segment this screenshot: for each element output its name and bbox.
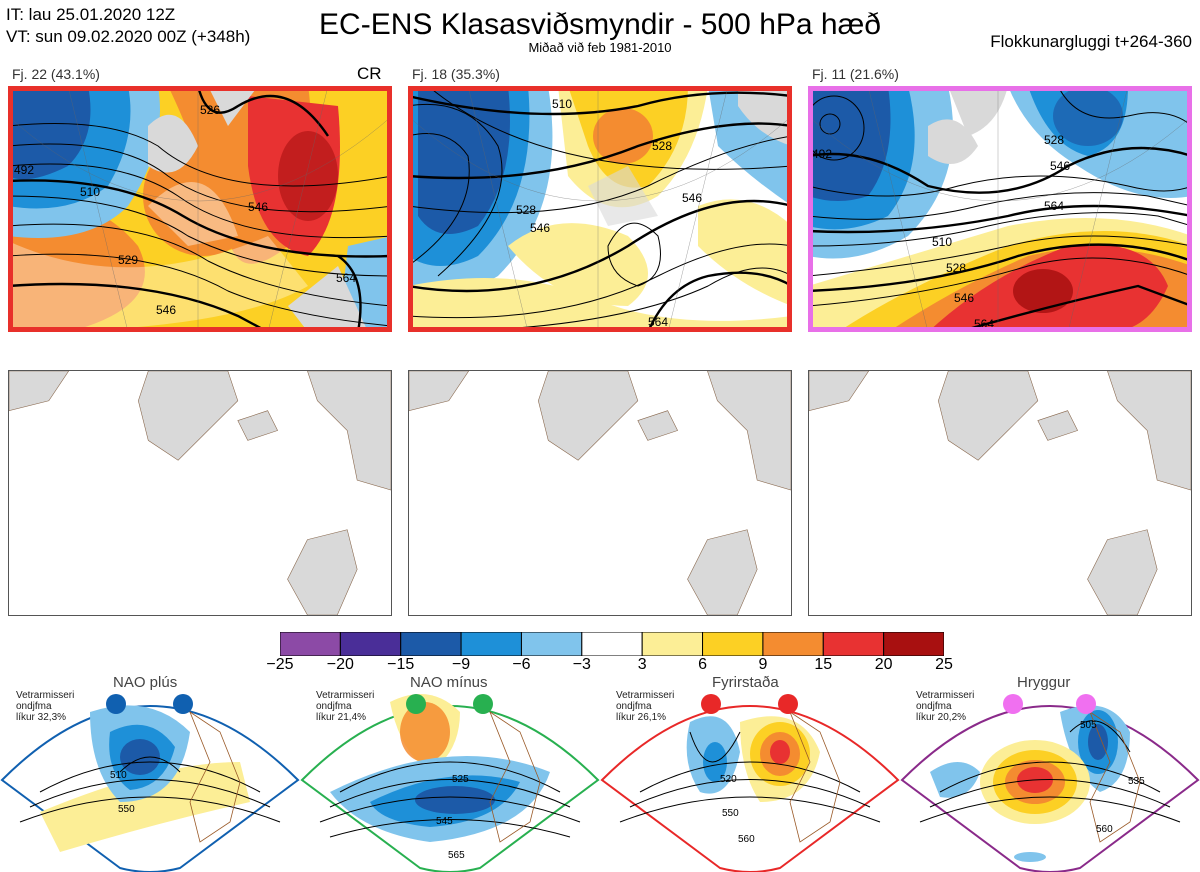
- colorbar-swatch: [641, 632, 704, 656]
- header-info: IT: lau 25.01.2020 12Z VT: sun 09.02.202…: [6, 4, 250, 48]
- contour-label: 525: [452, 774, 469, 785]
- empty-map-1: [8, 370, 392, 616]
- cluster-1-map[interactable]: 526 492 510 529 546 546 564: [8, 86, 392, 332]
- valid-time: VT: sun 09.02.2020 00Z (+348h): [6, 27, 251, 46]
- regime-nao-minus[interactable]: 525 545 565 NAO mínus Vetrarmisseri ondjf…: [300, 672, 600, 872]
- regime-blocking[interactable]: 520 550 560 Fyrirstaða Vetrarmisseri ondj…: [600, 672, 900, 872]
- cluster-3-map[interactable]: 528 492 510 528 546 564 546 564: [808, 86, 1192, 332]
- colorbar-tick-label: 15: [814, 656, 833, 673]
- contour-label: 492: [14, 163, 34, 177]
- regime-marker: [701, 694, 721, 714]
- contour-label: 560: [738, 834, 755, 845]
- colorbar-swatch: [339, 632, 402, 656]
- regime-nao-plus[interactable]: 510 550 NAO plús Vetrarmisseri ondjfma lík…: [0, 672, 300, 872]
- contour-label: 529: [118, 253, 138, 267]
- colorbar-swatch: [822, 632, 885, 656]
- regime-marker: [406, 694, 426, 714]
- colorbar-swatch: [280, 632, 341, 656]
- contour-label: 564: [1044, 199, 1064, 213]
- regime-title: NAO plús: [113, 674, 178, 691]
- cluster-3-border: [808, 86, 1192, 332]
- colorbar-swatch: [581, 632, 643, 656]
- regime-title: Hryggur: [1017, 674, 1071, 691]
- contour-label: 528: [946, 261, 966, 275]
- regime-note: Vetrarmisseri ondjfma líkur 20,2%: [916, 690, 975, 723]
- colorbar-tick-label: −3: [572, 656, 591, 673]
- contour-label: 546: [248, 200, 268, 214]
- contour-label: 550: [722, 808, 739, 819]
- colorbar-swatch: [702, 632, 764, 656]
- contour-label: 546: [1050, 159, 1070, 173]
- regime-title: Fyrirstaða: [712, 674, 779, 691]
- colorbar-tick-label: 25: [935, 656, 953, 673]
- regime-marker: [473, 694, 493, 714]
- regime-ridge[interactable]: 505 535 560 Hryggur Vetrarmisseri ondjfma…: [900, 672, 1200, 872]
- contour-label: 505: [1080, 720, 1097, 731]
- regime-marker: [1003, 694, 1023, 714]
- regime-marker: [173, 694, 193, 714]
- cluster-1-label: Fj. 22 (43.1%): [12, 66, 100, 82]
- contour-label: 520: [720, 774, 737, 785]
- empty-map-2: [408, 370, 792, 616]
- contour-label: 564: [648, 315, 668, 329]
- cluster-2-border: [408, 86, 792, 332]
- contour-label: 560: [1096, 824, 1113, 835]
- contour-label: 550: [118, 804, 135, 815]
- cluster-2-map[interactable]: 510 528 528 546 546 564: [408, 86, 792, 332]
- colorbar-swatch: [883, 632, 944, 656]
- contour-label: 528: [516, 203, 536, 217]
- page-subtitle: Miðað við feb 1981-2010: [528, 40, 672, 55]
- contour-label: 565: [448, 850, 465, 861]
- contour-label: 510: [932, 235, 952, 249]
- colorbar-tick-label: 3: [637, 656, 647, 673]
- regime-note: Vetrarmisseri ondjfma líkur 32,3%: [16, 690, 75, 723]
- regime-marker: [778, 694, 798, 714]
- cluster-2-label: Fj. 18 (35.3%): [412, 66, 500, 82]
- page-title: EC-ENS Klasasviðsmyndir - 500 hPa hæð: [319, 8, 881, 41]
- contour-label: 546: [156, 303, 176, 317]
- colorbar-tick-label: −25: [266, 656, 294, 673]
- regime-marker: [106, 694, 126, 714]
- colorbar: [280, 632, 944, 656]
- contour-label: 528: [652, 139, 672, 153]
- colorbar-swatch: [520, 632, 583, 656]
- classification-window: Flokkunargluggi t+264-360: [990, 32, 1192, 51]
- colorbar-tick-label: 9: [758, 656, 768, 673]
- cluster-1-tag: CR: [357, 64, 382, 83]
- regime-note: Vetrarmisseri ondjfma líkur 26,1%: [616, 690, 675, 723]
- colorbar-swatch: [400, 632, 462, 656]
- cluster-1-border: [8, 86, 392, 332]
- colorbar-tick-label: −20: [326, 656, 354, 673]
- contour-label: 564: [336, 271, 356, 285]
- contour-label: 510: [552, 97, 572, 111]
- contour-label: 510: [110, 770, 127, 781]
- colorbar-tick-label: −6: [512, 656, 531, 673]
- contour-label: 546: [954, 291, 974, 305]
- colorbar-swatch: [460, 632, 522, 656]
- contour-label: 545: [436, 816, 453, 827]
- colorbar-tick-label: −9: [451, 656, 471, 673]
- contour-label: 546: [682, 191, 702, 205]
- colorbar-tick-label: −15: [387, 656, 415, 673]
- regime-note: Vetrarmisseri ondjfma líkur 21,4%: [316, 690, 375, 723]
- colorbar-swatch: [762, 632, 824, 656]
- empty-map-3: [808, 370, 1192, 616]
- contour-label: 492: [812, 147, 832, 161]
- regime-title: NAO mínus: [410, 674, 488, 691]
- contour-label: 546: [530, 221, 550, 235]
- contour-label: 510: [80, 185, 100, 199]
- colorbar-tick-label: 20: [874, 656, 893, 673]
- regime-marker: [1076, 694, 1096, 714]
- contour-label: 535: [1128, 776, 1145, 787]
- cluster-3-label: Fj. 11 (21.6%): [812, 66, 899, 82]
- colorbar-tick-label: 6: [698, 656, 707, 673]
- contour-label: 528: [1044, 133, 1064, 147]
- contour-label: 526: [200, 103, 220, 117]
- initial-time: IT: lau 25.01.2020 12Z: [6, 5, 176, 24]
